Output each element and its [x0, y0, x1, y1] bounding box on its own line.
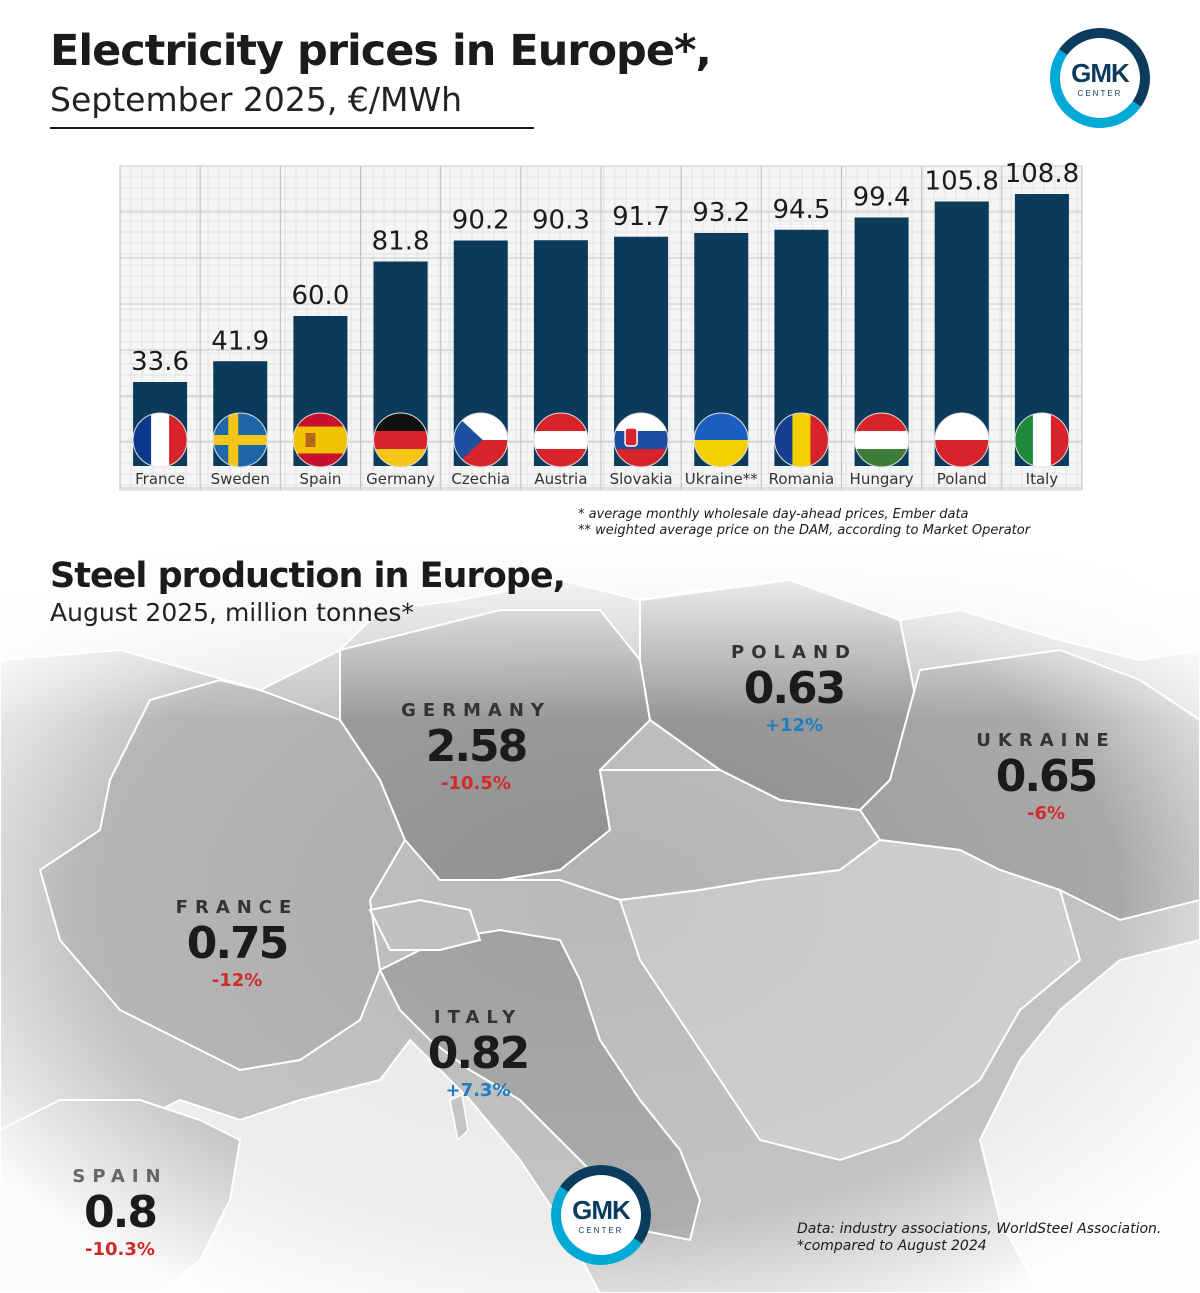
steel-subtitle: August 2025, million tonnes* [50, 598, 414, 627]
country-name: GERMANY [401, 700, 551, 721]
category-label: Hungary [850, 470, 914, 488]
bar-value-label: 91.7 [612, 202, 670, 232]
steel-source: Data: industry associations, WorldSteel … [797, 1221, 1161, 1255]
logo-subtext: CENTER [578, 1226, 624, 1235]
flag-outline [613, 412, 669, 468]
bar-value-label: 99.4 [853, 183, 911, 213]
flag-outline [854, 412, 910, 468]
bar-value-label: 94.5 [772, 195, 830, 225]
country-germany: GERMANY 2.58 -10.5% [356, 700, 596, 794]
country-change: +12% [764, 715, 824, 736]
flag-slovakia-icon [614, 413, 669, 467]
logo-text: GMK [572, 1195, 631, 1225]
category-label: Slovakia [610, 470, 673, 488]
electricity-price-bar-chart: 33.6 France 41.9 Sweden 60.0 Spain 81.8 Germany… [119, 159, 1083, 491]
country-change: -12% [211, 970, 263, 991]
flag-austria-icon [533, 413, 588, 467]
category-label: Germany [366, 470, 435, 488]
steel-title: Steel production in Europe, [50, 556, 566, 596]
country-change: -10.5% [441, 773, 511, 794]
category-label: Poland [937, 470, 987, 488]
bar-value-label: 81.8 [372, 227, 430, 257]
logo-text: GMK [1071, 58, 1130, 88]
flag-outline [453, 412, 509, 468]
country-value: 0.8 [84, 1187, 158, 1238]
bar-value-label: 93.2 [692, 198, 750, 228]
flag-outline [292, 412, 348, 468]
footnote-2: ** weighted average price on the DAM, ac… [578, 523, 1031, 538]
flag-romania-icon [774, 413, 829, 467]
chart-title: Electricity prices in Europe*, [50, 26, 712, 76]
country-name: ITALY [433, 1007, 523, 1028]
country-ukraine: UKRAINE 0.65 -6% [926, 730, 1166, 824]
flag-germany-icon [373, 413, 428, 467]
gmk-logo-bottom: GMK CENTER [543, 1157, 659, 1273]
gmk-logo-top: GMK CENTER [1042, 20, 1158, 136]
flag-outline [773, 412, 829, 468]
category-label: Spain [299, 470, 341, 488]
chart-grid [119, 165, 1083, 491]
source-line-1: Data: industry associations, WorldSteel … [797, 1221, 1162, 1237]
country-value: 0.82 [427, 1028, 531, 1079]
flag-outline [212, 412, 268, 468]
country-name: UKRAINE [976, 730, 1116, 751]
bar-value-label: 90.3 [532, 205, 590, 235]
category-label: Romania [769, 470, 835, 488]
flag-france-icon [133, 413, 188, 467]
country-italy: ITALY 0.82 +7.3% [358, 1007, 598, 1101]
chart-labels: 33.6 France 41.9 Sweden 60.0 Spain 81.8 Germany… [131, 159, 1079, 488]
footnote-1: * average monthly wholesale day-ahead pr… [578, 507, 969, 522]
country-france: FRANCE 0.75 -12% [117, 897, 357, 991]
flag-outline [693, 412, 749, 468]
country-value: 0.63 [743, 663, 847, 714]
bar-value-label: 105.8 [925, 167, 999, 197]
flag-italy-icon [1014, 413, 1069, 467]
country-spain: SPAIN 0.8 -10.3% [0, 1166, 240, 1260]
country-change: +7.3% [445, 1080, 511, 1101]
flag-outline [132, 412, 188, 468]
country-value: 2.58 [425, 721, 529, 772]
country-poland: POLAND 0.63 +12% [674, 642, 914, 736]
country-name: FRANCE [175, 897, 299, 918]
country-value: 0.75 [186, 918, 290, 969]
category-label: France [135, 470, 185, 488]
flag-sweden-icon [213, 413, 268, 467]
country-change: -6% [1026, 803, 1066, 824]
flag-outline [373, 412, 429, 468]
logo-subtext: CENTER [1077, 89, 1123, 98]
source-line-2: *compared to August 2024 [797, 1238, 987, 1254]
bar-value-label: 33.6 [131, 347, 189, 377]
category-label: Austria [534, 470, 587, 488]
country-name: POLAND [731, 642, 857, 663]
chart-subtitle: September 2025, €/MWh [50, 80, 534, 129]
country-change: -10.3% [85, 1239, 155, 1260]
country-name: SPAIN [72, 1166, 168, 1187]
category-label: Czechia [451, 470, 510, 488]
footnotes: * average monthly wholesale day-ahead pr… [578, 507, 1030, 539]
bar-value-label: 60.0 [291, 281, 349, 311]
bar-value-label: 90.2 [452, 206, 510, 236]
flag-outline [533, 412, 589, 468]
bar-value-label: 41.9 [211, 326, 269, 356]
country-value: 0.65 [995, 751, 1099, 802]
category-label: Ukraine** [685, 470, 758, 488]
category-label: Sweden [211, 470, 270, 488]
flag-hungary-icon [854, 413, 909, 467]
category-label: Italy [1026, 470, 1059, 488]
flag-outline [934, 412, 990, 468]
bar-value-label: 108.8 [1005, 159, 1079, 189]
flag-outline [1014, 412, 1070, 468]
